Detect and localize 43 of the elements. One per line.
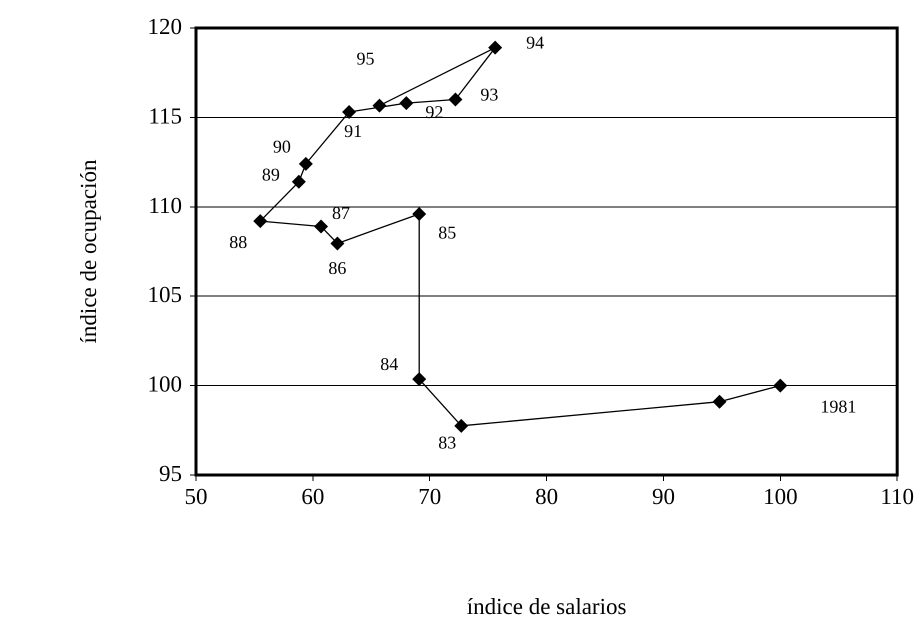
- point: [412, 206, 426, 221]
- point: [298, 156, 313, 171]
- y-tick-label: 105: [148, 282, 182, 308]
- x-tick-label: 80: [535, 484, 558, 509]
- annotation: 95: [356, 48, 374, 68]
- annotation: 88: [229, 232, 248, 252]
- y-axis-title: índice de ocupación: [76, 159, 101, 344]
- point: [253, 214, 268, 228]
- annotation: 91: [344, 120, 362, 141]
- annotation: 90: [272, 136, 291, 157]
- x-tick-label: 90: [652, 484, 675, 509]
- annotation: 93: [480, 84, 498, 104]
- point: [773, 378, 788, 393]
- point: [330, 236, 344, 250]
- point: [372, 98, 386, 113]
- point: [292, 174, 306, 189]
- point: [712, 394, 727, 409]
- point: [454, 418, 468, 433]
- annotation: 85: [438, 222, 456, 243]
- y-tick-label: 100: [148, 372, 182, 397]
- point: [342, 105, 356, 120]
- x-tick-label: 70: [418, 484, 442, 509]
- point: [448, 92, 462, 107]
- annotation: 94: [526, 32, 544, 52]
- x-tick-label: 50: [184, 484, 208, 509]
- y-tick-label: 110: [148, 192, 182, 218]
- annotation: 84: [380, 354, 398, 374]
- annotation: 86: [328, 258, 346, 278]
- x-axis-title: índice de salarios: [466, 594, 626, 620]
- annotation: 89: [262, 164, 280, 184]
- annotation: 87: [332, 203, 350, 224]
- point: [314, 219, 328, 234]
- x-tick-label: 110: [880, 484, 914, 509]
- x-tick-label: 100: [763, 484, 798, 509]
- point: [399, 96, 414, 110]
- point: [412, 372, 426, 386]
- x-tick-label: 60: [301, 484, 324, 509]
- y-tick-label: 115: [148, 103, 182, 128]
- y-tick-label: 120: [148, 14, 182, 40]
- y-tick-label: 95: [159, 461, 182, 486]
- annotation: 1981: [820, 396, 856, 416]
- annotation: 83: [438, 432, 456, 453]
- point: [488, 40, 502, 55]
